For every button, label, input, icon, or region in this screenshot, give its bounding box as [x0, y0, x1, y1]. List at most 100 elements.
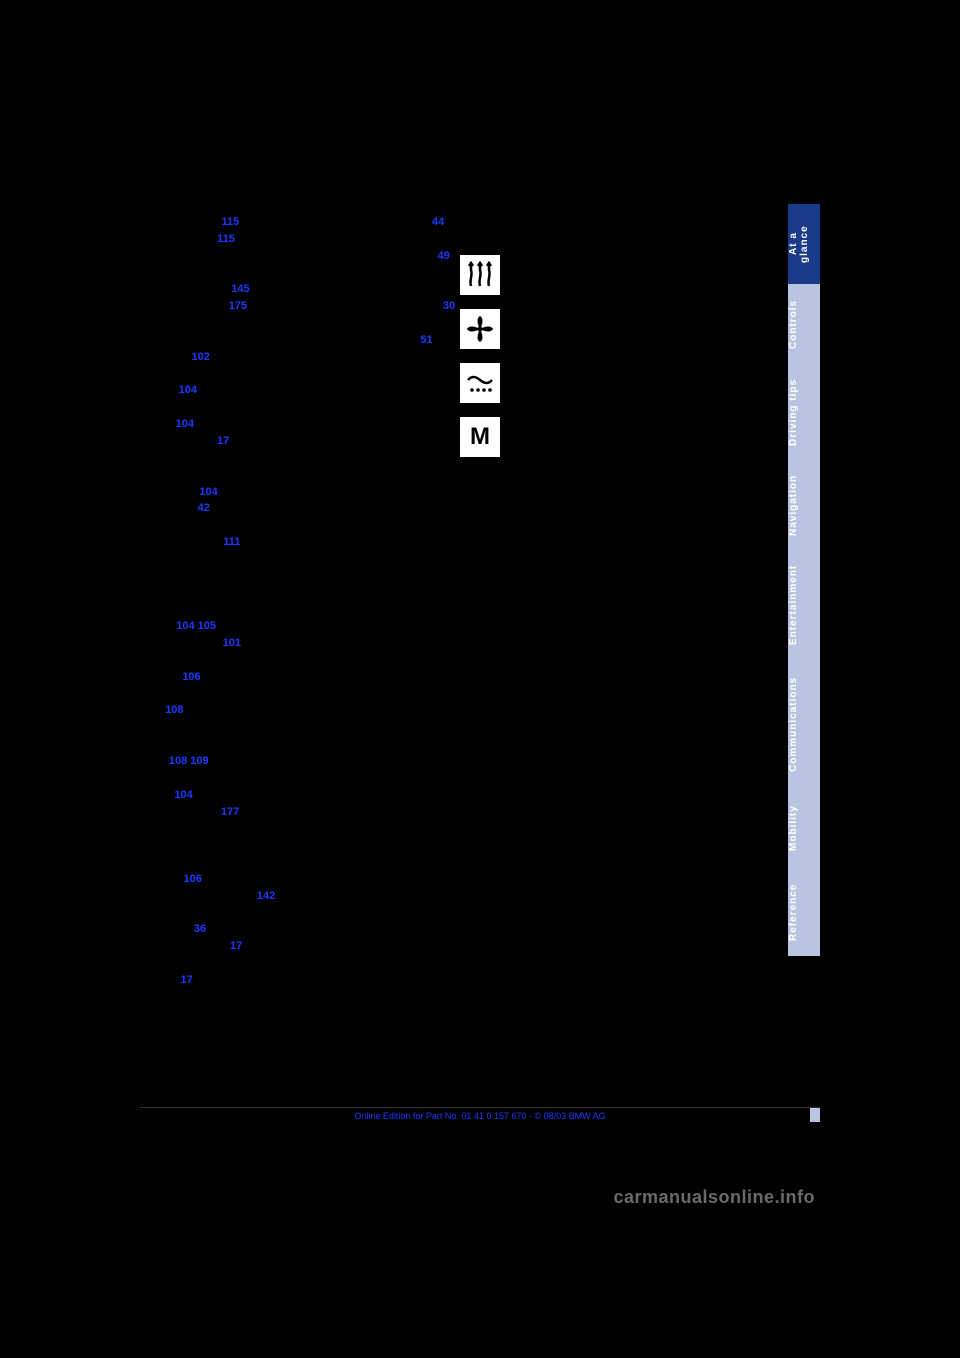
index-entry: – replacing bulbs 145 [145, 282, 370, 297]
index-entry: Stopwatch 104 [145, 485, 370, 500]
footer-text: Online Edition for Part No. 01 41 0 157 … [354, 1111, 605, 1121]
index-text: Reporting safety [145, 856, 225, 868]
index-text: bulbs [145, 789, 174, 801]
tab-navigation[interactable]: Navigation [788, 460, 820, 550]
page-link[interactable]: 36 [194, 923, 206, 935]
watermark: carmanualsonline.info [613, 1187, 815, 1208]
index-text: Reclining seat [145, 435, 217, 447]
page-link[interactable]: 17 [217, 435, 229, 447]
manual-m-icon: M [460, 417, 500, 457]
tab-controls[interactable]: Controls [788, 284, 820, 364]
index-entry: Recirculated-air [145, 400, 370, 415]
fan-icon [460, 309, 500, 349]
page-link[interactable]: 106 [184, 873, 202, 885]
tab-reference[interactable]: Reference [788, 868, 820, 956]
index-entry: Rear window safety [145, 367, 370, 382]
page-link[interactable]: 42 [198, 502, 210, 514]
page-link[interactable]: 175 [229, 300, 247, 312]
page-link[interactable]: 104 [179, 384, 197, 396]
tab-mobility[interactable]: Mobility [788, 788, 820, 868]
index-text: opener [145, 671, 182, 683]
page-link[interactable]: 106 [182, 671, 200, 683]
index-entry: Rear lamps [145, 266, 370, 281]
page-link[interactable]: 104 [176, 418, 194, 430]
index-text: Reading lamps [145, 216, 221, 228]
index-entry: Replacing tires 177 [145, 805, 370, 820]
index-text: to Sun blinds [388, 368, 452, 380]
page-link[interactable]: 111 [223, 536, 240, 548]
page-link[interactable]: 49 [438, 250, 450, 262]
index-text: and tires [145, 839, 187, 851]
index-entry: Reverse 44 [388, 215, 613, 230]
page-link[interactable]: 104 [199, 486, 217, 498]
tab-communications[interactable]: Communications [788, 660, 820, 788]
index-entry: Roadside Assistance, [388, 266, 613, 281]
index-entry: key 108 [145, 703, 370, 718]
index-entry: – hood [145, 569, 370, 584]
index-entry: – garage-door [145, 653, 370, 668]
index-entry: Roof load capacity 56 [388, 383, 613, 398]
index-entry: Refueling [145, 518, 370, 533]
index-text: key [145, 704, 165, 716]
index-text: range [145, 620, 176, 632]
index-text: switch [145, 384, 179, 396]
index-entry: Reclining seat 17 [145, 434, 370, 449]
page-link[interactable]: 108 [165, 704, 183, 716]
index-text: Restraint system [145, 940, 230, 952]
index-text: Replacement [145, 688, 210, 700]
index-text: Map view [388, 250, 438, 262]
index-entry: Roller sun blind, refer [388, 350, 613, 365]
index-text: Rear parking aid [145, 300, 229, 312]
index-text: mode [145, 418, 176, 430]
index-entry: – indicator lamp [145, 249, 370, 264]
index-entry: defects 106 [145, 872, 370, 887]
index-entry: Map view 49 [388, 249, 613, 264]
page-link[interactable]: 115 [217, 233, 235, 245]
page-link[interactable]: 104 [174, 789, 192, 801]
tab-at-a-glance[interactable]: At a glance [788, 204, 820, 284]
index-entry: Restraint system 17 [145, 939, 370, 954]
index-entry: switch 104 [145, 383, 370, 398]
index-entry: range 104 105 [145, 619, 370, 634]
index-text: lamps [388, 334, 420, 346]
index-entry: Releasing [145, 552, 370, 567]
page-link[interactable]: 101 [223, 637, 241, 649]
tab-driving-tips[interactable]: Driving tips [788, 364, 820, 460]
page-link[interactable]: 145 [231, 283, 249, 295]
index-entry: Recording times, [145, 451, 370, 466]
page-link[interactable]: 177 [221, 806, 239, 818]
index-entry: Reflectors 42 [145, 501, 370, 516]
page-link[interactable]: 115 [221, 216, 239, 228]
index-entry: refer to Cruising [145, 602, 370, 617]
index-text: defects [145, 873, 184, 885]
index-entry: defroster 102 [145, 350, 370, 365]
index-entry: Rear fog lamp 115 [145, 232, 370, 247]
page-link[interactable]: 108 [169, 755, 190, 767]
page-link[interactable]: 109 [190, 755, 208, 767]
index-entry: tires 108 109 [145, 754, 370, 769]
page-link[interactable]: 104 [176, 620, 197, 632]
index-text: Recording times, [145, 452, 228, 464]
page-link[interactable]: 142 [257, 890, 275, 902]
index-text: utilization [145, 923, 194, 935]
index-entry: assistance 30 [388, 299, 613, 314]
index-entry: Replacement of tires, [145, 720, 370, 735]
index-text: Residual heat [145, 907, 212, 919]
index-entry: refer to [145, 468, 370, 483]
index-entry: refer to Receiving [388, 282, 613, 297]
index-text: Reflectors [145, 502, 198, 514]
index-text: – garage-door [145, 654, 214, 666]
page-link[interactable]: 17 [180, 974, 192, 986]
index-text: Recirculated-air [145, 401, 222, 413]
page-link[interactable]: 44 [432, 216, 444, 228]
page-link[interactable]: 17 [230, 940, 242, 952]
index-entry: Reporting safety [145, 855, 370, 870]
footer-bar: Online Edition for Part No. 01 41 0 157 … [140, 1107, 820, 1123]
index-text: spoiler [145, 974, 180, 986]
page-link[interactable]: 30 [443, 300, 455, 312]
page-link[interactable]: 51 [420, 334, 432, 346]
tab-entertainment[interactable]: Entertainment [788, 550, 820, 660]
page-link[interactable]: 102 [191, 351, 209, 363]
page-link[interactable]: 105 [198, 620, 216, 632]
index-text: Releasing [145, 553, 194, 565]
